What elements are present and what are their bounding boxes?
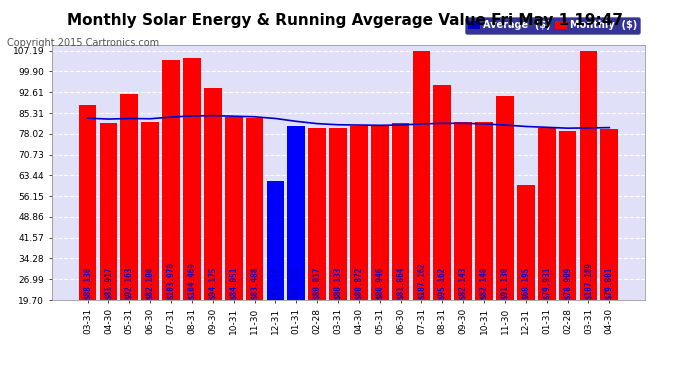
Bar [266,181,284,300]
Bar [162,60,180,300]
Bar [433,85,451,300]
Bar [79,105,97,300]
Bar [517,184,535,300]
Text: $83.488: $83.488 [250,266,259,298]
Bar [141,122,159,300]
Text: $80.946: $80.946 [375,266,384,298]
Text: $61.520: $61.520 [271,266,280,298]
Text: $82.143: $82.143 [459,266,468,298]
Bar [371,126,388,300]
Text: $79.801: $79.801 [605,266,614,298]
Bar [121,93,138,300]
Text: $92.163: $92.163 [125,266,134,298]
Bar [246,118,264,300]
Text: $79.931: $79.931 [542,266,551,298]
Text: $82.100: $82.100 [146,266,155,298]
Bar [350,126,368,300]
Bar [204,88,221,300]
Text: $81.917: $81.917 [104,266,113,298]
Bar [288,126,305,300]
Text: $80.833: $80.833 [292,266,301,298]
Bar [225,117,243,300]
Bar [538,128,555,300]
Text: $78.909: $78.909 [563,266,572,298]
Legend: Average  ($), Monthly  ($): Average ($), Monthly ($) [464,17,640,33]
Text: Copyright 2015 Cartronics.com: Copyright 2015 Cartronics.com [7,38,159,48]
Text: $80.872: $80.872 [355,266,364,298]
Bar [308,128,326,300]
Bar [496,96,514,300]
Text: $95.162: $95.162 [438,266,447,298]
Bar [183,58,201,300]
Bar [392,123,409,300]
Text: $107.189: $107.189 [584,262,593,299]
Bar [454,122,472,300]
Text: $91.130: $91.130 [500,266,509,298]
Text: $80.017: $80.017 [313,266,322,298]
Text: $82.140: $82.140 [480,266,489,298]
Text: $104.469: $104.469 [188,262,197,299]
Text: $84.051: $84.051 [229,266,238,298]
Text: $103.970: $103.970 [166,262,175,299]
Text: $60.195: $60.195 [522,266,531,298]
Bar [329,128,347,300]
Bar [559,131,576,300]
Text: $88.130: $88.130 [83,266,92,298]
Text: $80.133: $80.133 [333,266,342,298]
Bar [475,122,493,300]
Bar [600,129,618,300]
Text: $107.162: $107.162 [417,262,426,299]
Bar [580,51,598,300]
Text: Monthly Solar Energy & Running Avgerage Value Fri May 1 19:47: Monthly Solar Energy & Running Avgerage … [67,13,623,28]
Bar [413,51,431,300]
Bar [99,123,117,300]
Text: $81.864: $81.864 [396,266,405,298]
Text: $94.175: $94.175 [208,266,217,298]
